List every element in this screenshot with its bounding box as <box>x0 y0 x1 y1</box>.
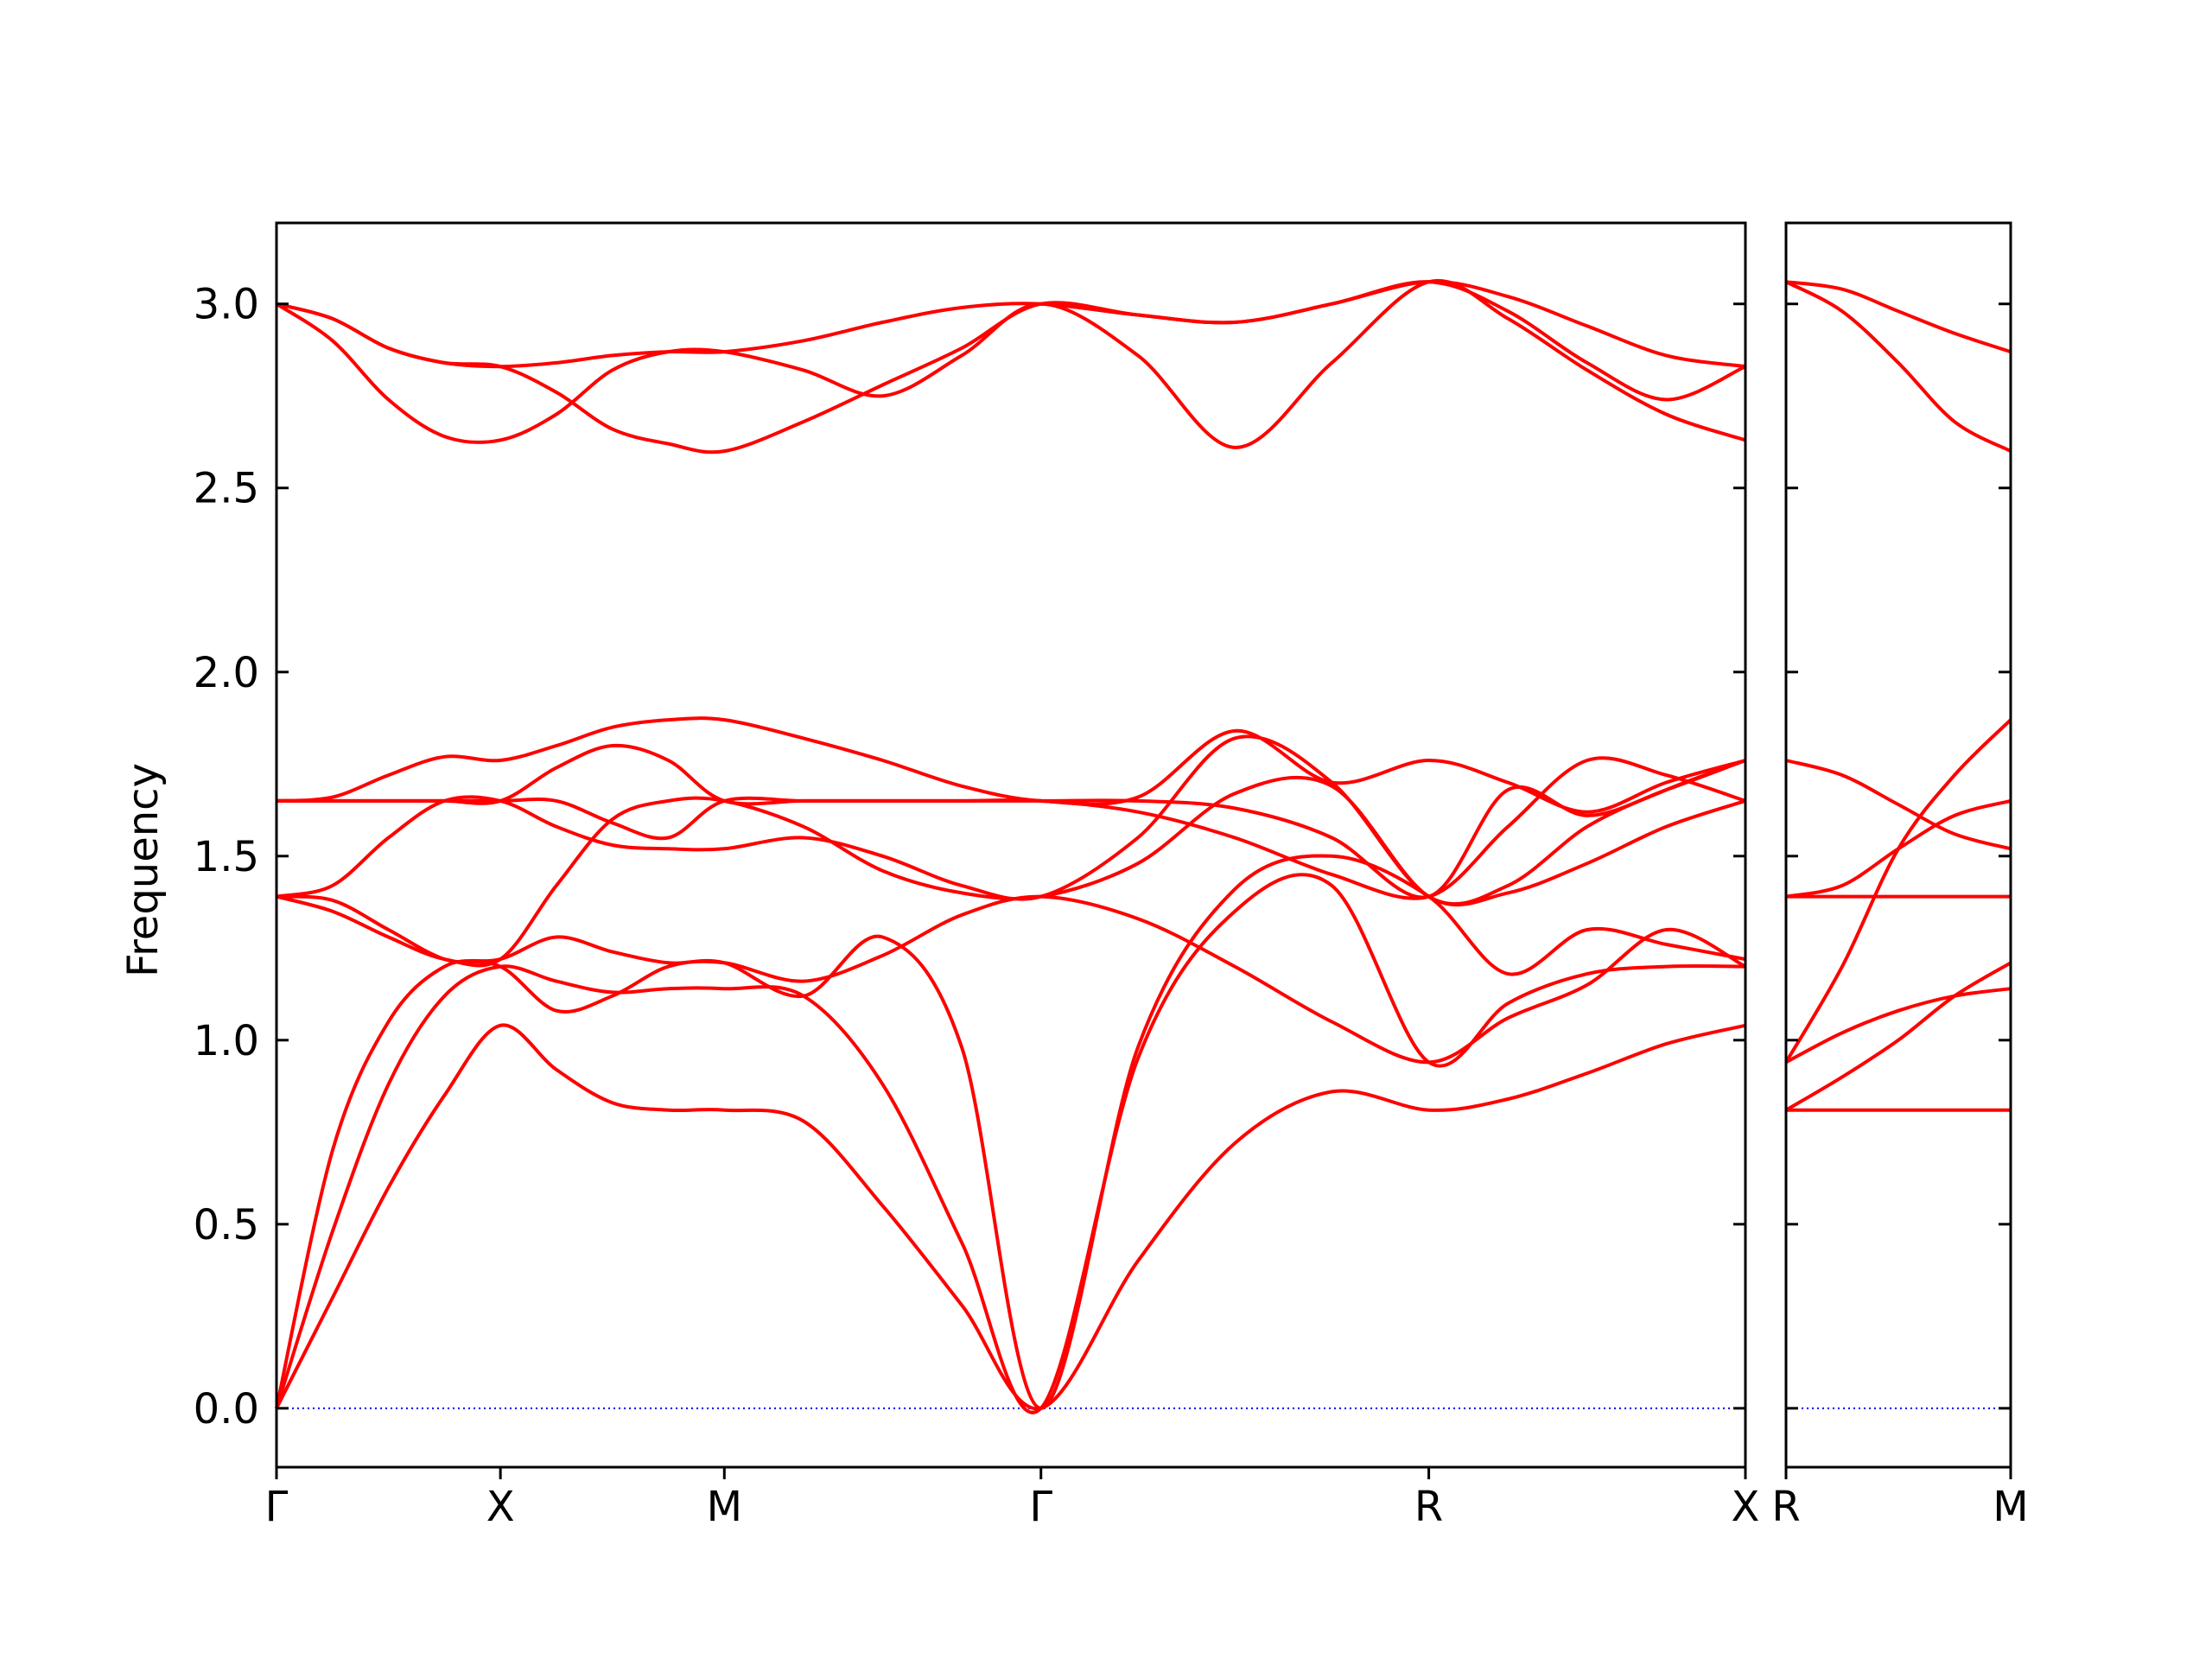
band-band-2 <box>1784 961 2012 1112</box>
band-acoustic-3 <box>275 854 1746 1410</box>
x-tick-label: X <box>1732 1483 1760 1531</box>
band-acoustic-1 <box>275 1023 1746 1411</box>
x-tick-label: Γ <box>265 1483 289 1531</box>
panel-frame <box>275 221 1747 1469</box>
y-tick-label: 3.0 <box>194 281 259 329</box>
left-panel: 0.0 0.5 1.0 1.5 2.0 2.5 3.0 Γ X M Γ R X <box>194 221 1760 1531</box>
y-tick-label: 1.5 <box>194 833 259 881</box>
x-tick-label: R <box>1414 1483 1443 1531</box>
y-tick-label: 0.5 <box>194 1201 259 1249</box>
band-band-3 <box>1785 987 2012 1065</box>
x-tick-label: M <box>1993 1483 2028 1531</box>
band-band-4 <box>1784 718 2012 1064</box>
band-band-6 <box>1785 798 2012 899</box>
panel-frame <box>1784 221 2012 1469</box>
x-tick-label: R <box>1771 1483 1800 1531</box>
band-optical-5 <box>276 775 1746 968</box>
band-optical-10 <box>276 280 1746 369</box>
x-tick-label: X <box>486 1483 515 1531</box>
band-band-7 <box>1785 759 2012 851</box>
y-tick-label: 0.0 <box>194 1385 259 1433</box>
band-acoustic-2 <box>275 873 1746 1414</box>
band-optical-12 <box>275 278 1746 449</box>
band-optical-11 <box>276 280 1746 454</box>
panels-layer: 0.00.51.01.52.02.53.0Γ X M Γ R X R M <box>194 221 2029 1531</box>
x-tick-label: Γ <box>1029 1483 1052 1531</box>
x-tick-label: M <box>707 1483 742 1531</box>
band-optical-9 <box>276 716 1746 814</box>
band-band-8 <box>1785 280 2012 354</box>
band-optical-8 <box>276 756 1746 900</box>
y-axis-label: Frequency <box>119 763 168 977</box>
y-tick-label: 1.0 <box>194 1017 259 1065</box>
band-band-9 <box>1785 280 2012 453</box>
y-tick-label: 2.5 <box>194 465 259 513</box>
y-tick-label: 2.0 <box>194 649 259 697</box>
band-optical-4 <box>276 894 1746 1065</box>
band-optical-6 <box>276 734 1746 906</box>
